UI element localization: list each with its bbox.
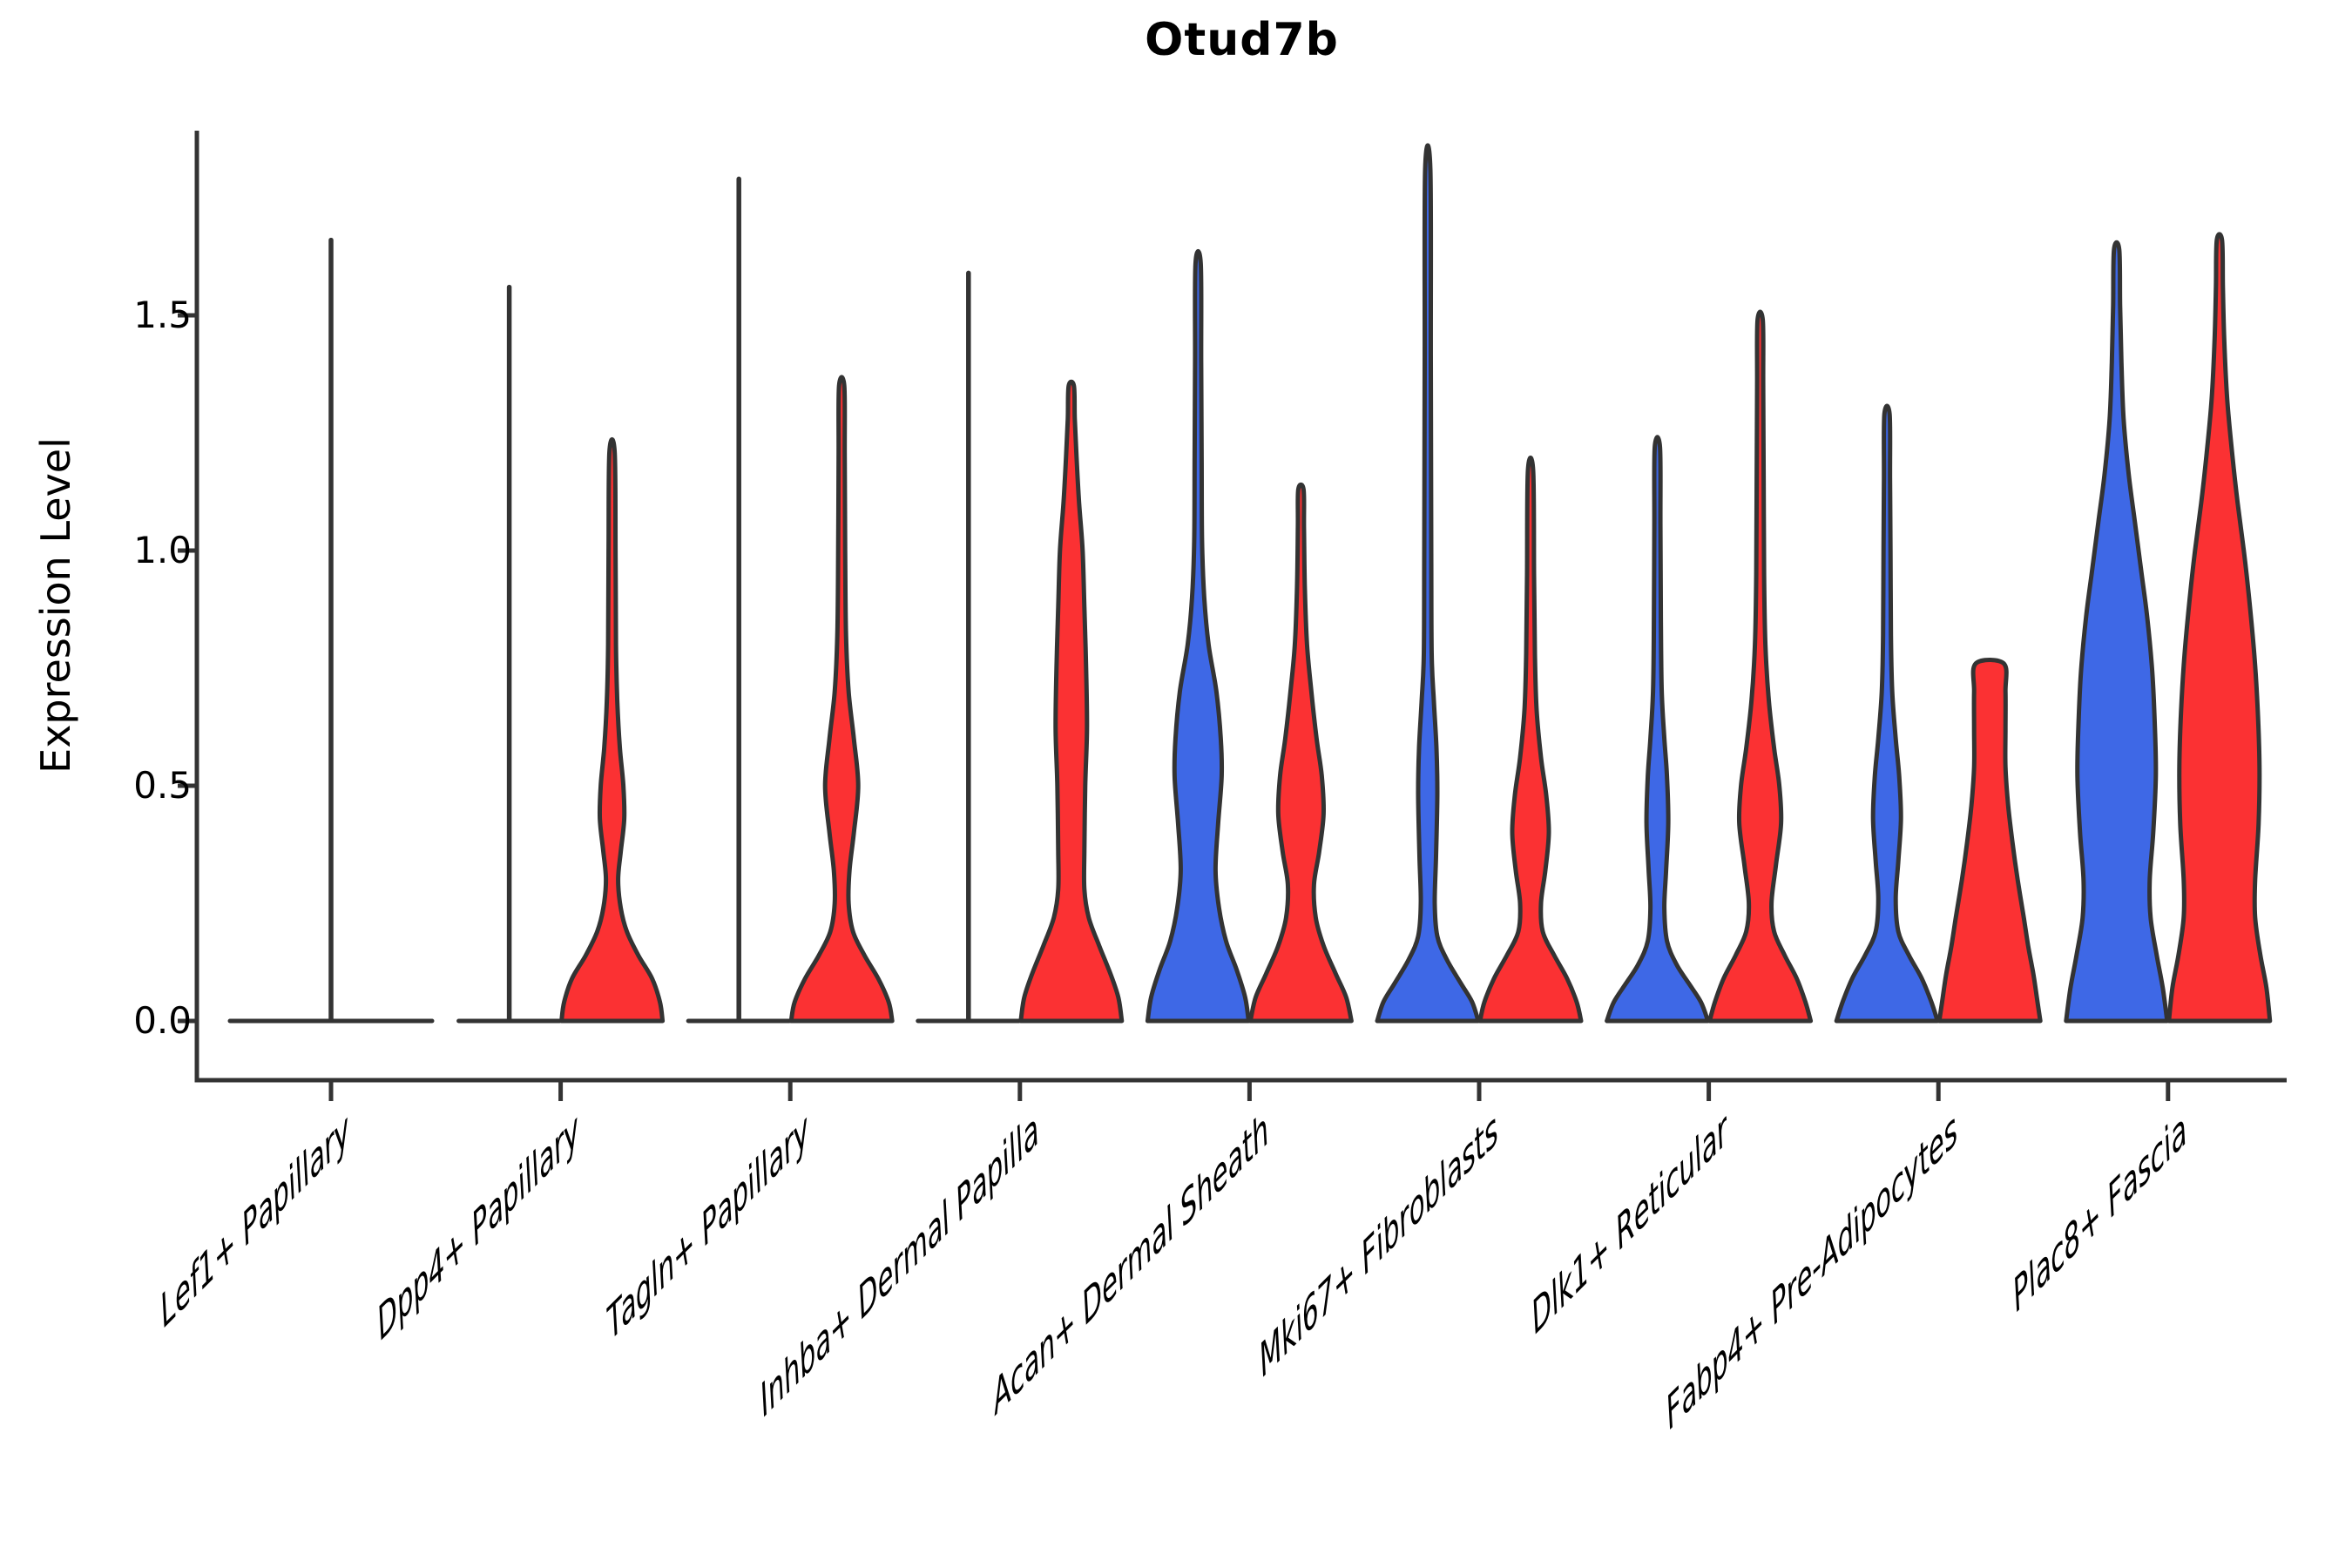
y-tick-label: 1.0	[133, 529, 192, 571]
violin-dpp4-papillary-right	[559, 436, 666, 1024]
violin-tagln-papillary-right	[788, 375, 895, 1024]
violin-fabp4-pre-adipocytes-left	[1834, 403, 1940, 1024]
violin-dlk1-reticular-right	[1707, 309, 1814, 1024]
y-tick-label: 0.0	[133, 999, 192, 1042]
violin-acan-dermal-sheath-left	[1145, 248, 1251, 1024]
violin-mki67-fibroblasts-left	[1375, 143, 1481, 1024]
chart-title: Otud7b	[1145, 14, 1339, 66]
violin-dlk1-reticular-left	[1605, 435, 1711, 1024]
y-tick-label: 1.5	[133, 294, 192, 336]
violin-plac8-fascia-left	[2064, 240, 2170, 1024]
violin-acan-dermal-sheath-right	[1247, 482, 1354, 1024]
violin-fabp4-pre-adipocytes-right	[1936, 658, 2043, 1024]
violin-plac8-fascia-right	[2166, 232, 2273, 1024]
violin-mki67-fibroblasts-right	[1477, 455, 1584, 1024]
y-tick-label: 0.5	[133, 764, 192, 807]
violin-inhba-dermal-papilla-right	[1018, 379, 1125, 1024]
